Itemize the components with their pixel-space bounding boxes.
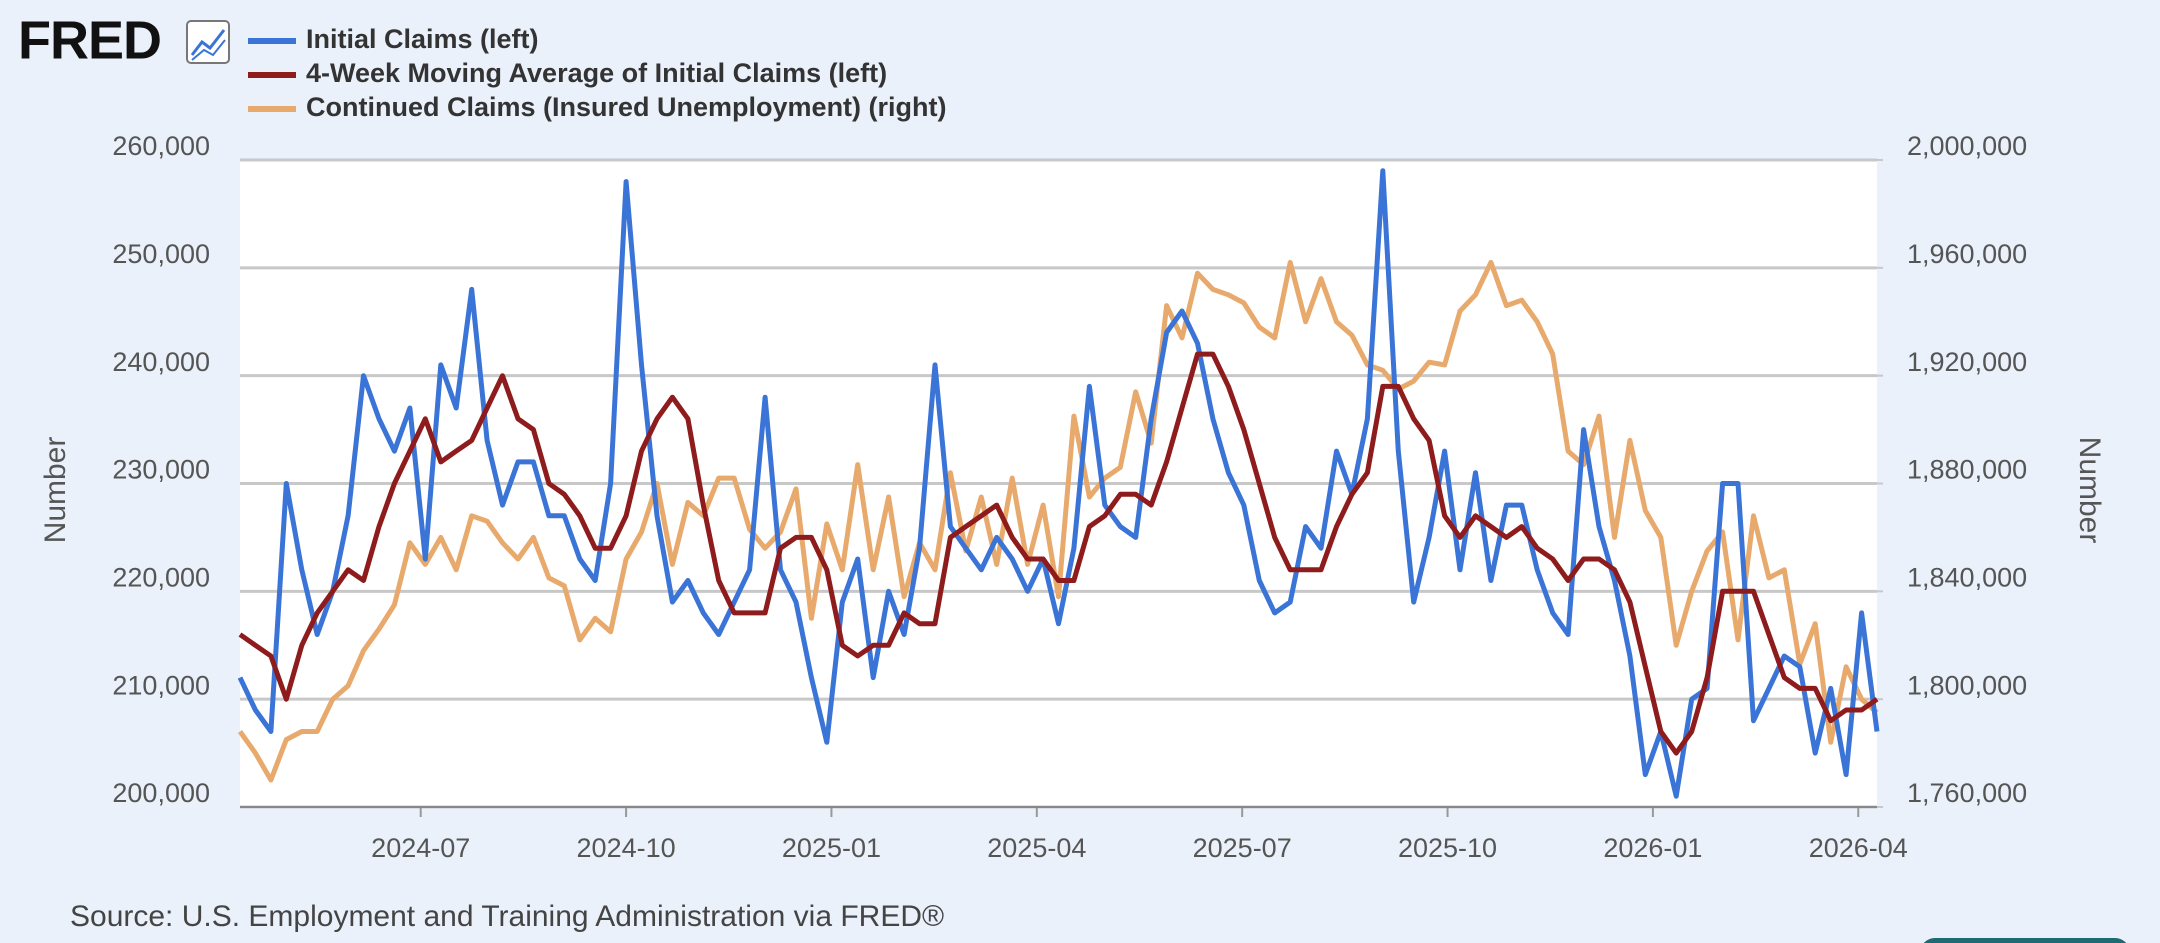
- y-tick-label: 210,000: [112, 670, 210, 700]
- series-line: [237, 259, 1879, 783]
- x-tick-label: 2025-07: [1193, 833, 1292, 863]
- y-axis-title: Number: [39, 437, 72, 544]
- x-tick-label: 2024-07: [371, 833, 470, 863]
- series-line: [238, 351, 1879, 756]
- button[interactable]: [1920, 938, 2130, 943]
- logo: FRED: [18, 10, 161, 70]
- y2-tick-label: 1,840,000: [1907, 562, 2027, 592]
- y2-tick-label: 1,960,000: [1907, 239, 2027, 269]
- logo-icon: [186, 20, 230, 64]
- y2-tick-label: 1,920,000: [1907, 347, 2027, 377]
- x-tick-label: 2025-10: [1398, 833, 1497, 863]
- legend-label: 4-Week Moving Average of Initial Claims …: [306, 58, 887, 88]
- y-tick-label: 260,000: [112, 131, 210, 161]
- legend-label: Continued Claims (Insured Unemployment) …: [306, 92, 947, 122]
- y2-tick-label: 1,880,000: [1907, 455, 2027, 485]
- y2-axis-title: Number: [2073, 437, 2106, 544]
- x-tick-label: 2026-01: [1603, 833, 1702, 863]
- x-tick-label: 2025-04: [987, 833, 1086, 863]
- y2-tick-label: 2,000,000: [1907, 131, 2027, 161]
- y-tick-label: 250,000: [112, 239, 210, 269]
- y2-tick-label: 1,760,000: [1907, 778, 2027, 808]
- series-line: [237, 168, 1880, 799]
- legend-label: Initial Claims (left): [306, 24, 539, 54]
- y-tick-label: 200,000: [112, 778, 210, 808]
- y-tick-label: 220,000: [112, 562, 210, 592]
- x-tick-label: 2024-10: [577, 833, 676, 863]
- y-tick-label: 240,000: [112, 347, 210, 377]
- y-tick-label: 230,000: [112, 455, 210, 485]
- y2-tick-label: 1,800,000: [1907, 670, 2027, 700]
- x-tick-label: 2025-01: [782, 833, 881, 863]
- x-tick-label: 2026-04: [1809, 833, 1908, 863]
- source: Source: U.S. Employment and Training Adm…: [70, 900, 944, 933]
